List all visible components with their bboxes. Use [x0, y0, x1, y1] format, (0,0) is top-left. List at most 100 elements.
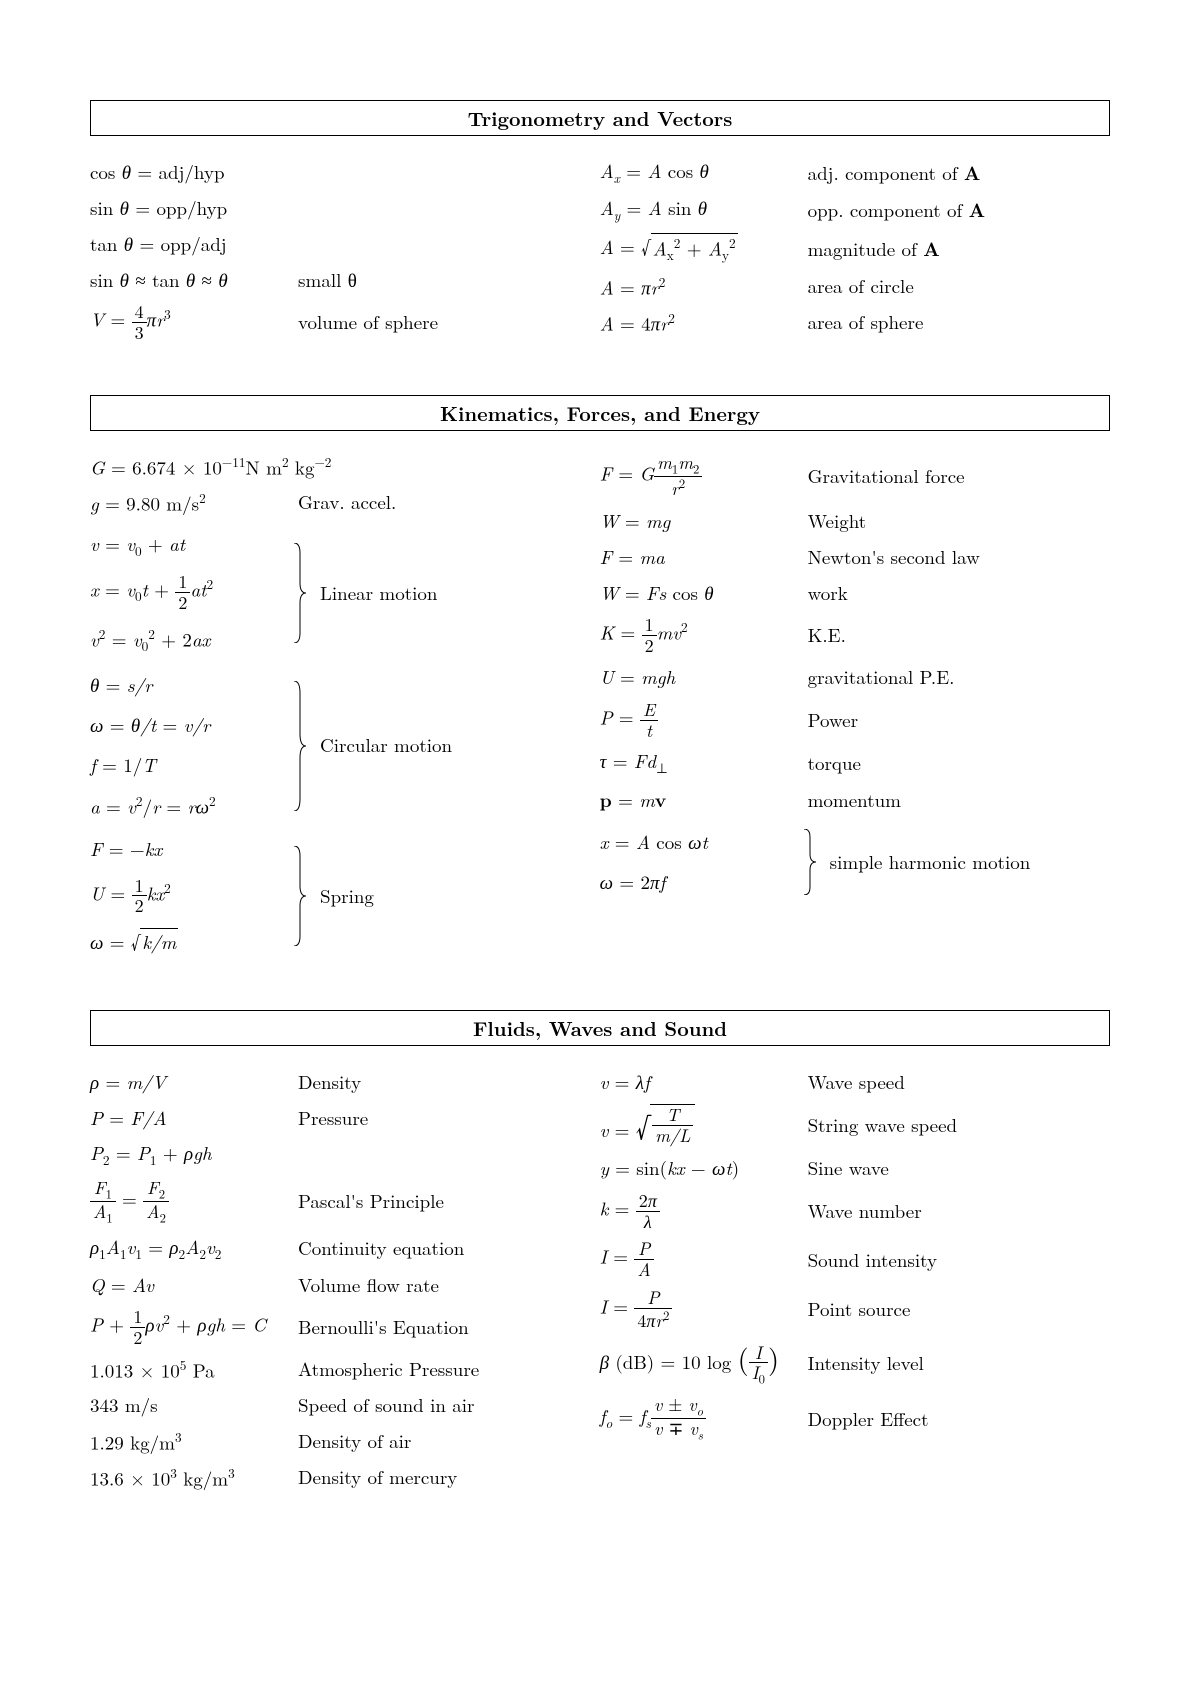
- formula: cos θ = adj/hyp: [90, 159, 290, 186]
- formula-row: τ = Fd⊥torque: [600, 748, 1110, 777]
- formula-row: P = EtPower: [600, 700, 1110, 741]
- fluids-col-right: v = λfWave speed v = √Tm/LString wave sp…: [600, 1060, 1110, 1500]
- section-trig: Trigonometry and Vectors cos θ = adj/hyp…: [90, 100, 1110, 351]
- trig-col-left: cos θ = adj/hyp sin θ = opp/hyp tan θ = …: [90, 150, 580, 351]
- formula-row: ω = θ/t = v/r: [90, 712, 290, 740]
- formula-row: U = 12kx2: [90, 876, 290, 917]
- formula: tan θ = opp/adj: [90, 231, 290, 258]
- formula-row: x = A cos ωt: [600, 828, 800, 856]
- formula-row: x = v0t + 12at2: [90, 572, 290, 613]
- formula: Q = Av: [90, 1272, 290, 1299]
- formula-row: β (dB) = 10 log (II0)Intensity level: [600, 1339, 1110, 1387]
- formula-row: sin θ ≈ tan θ ≈ θsmall θ: [90, 266, 580, 294]
- formula: 1.013 × 105 Pa: [90, 1356, 290, 1384]
- formula-row: A = πr2area of circle: [600, 273, 1110, 301]
- desc: Density of mercury: [290, 1464, 457, 1491]
- formula: ω = θ/t = v/r: [90, 712, 290, 739]
- formula: x = A cos ωt: [600, 829, 800, 856]
- brace-icon: [800, 829, 822, 895]
- formula-row: I = PASound intensity: [600, 1239, 1110, 1280]
- formula: ρ1A1v1 = ρ2A2v2: [90, 1234, 290, 1263]
- formula: a = v2/r = rω2: [90, 792, 290, 820]
- formula-row: U = mghgravitational P.E.: [600, 664, 1110, 692]
- desc: Bernoulli's Equation: [290, 1314, 469, 1341]
- formula: 1.29 kg/m3: [90, 1428, 290, 1456]
- formula: f = 1/T: [90, 752, 290, 779]
- formula: p = mv: [600, 786, 800, 814]
- desc: Gravitational force: [800, 463, 965, 490]
- formula: v = √Tm/L: [600, 1104, 800, 1147]
- formula: V = 43πr3: [90, 302, 290, 343]
- desc: Volume flow rate: [290, 1272, 439, 1299]
- kin-col-right: F = Gm1m2r2Gravitational force W = mgWei…: [600, 445, 1110, 967]
- formula: β (dB) = 10 log (II0): [600, 1339, 800, 1387]
- formula-row: I = P4πr2Point source: [600, 1288, 1110, 1331]
- fluids-columns: ρ = m/VDensity P = F/APressure P2 = P1 +…: [90, 1060, 1110, 1500]
- formula-row: W = Fs cos θwork: [600, 579, 1110, 607]
- formula: I = PA: [600, 1239, 800, 1280]
- formula: W = Fs cos θ: [600, 580, 800, 607]
- formula-row: y = sin(kx − ωt)Sine wave: [600, 1155, 1110, 1183]
- desc: Wave number: [800, 1198, 922, 1225]
- section-fluids: Fluids, Waves and Sound ρ = m/VDensity P…: [90, 1010, 1110, 1500]
- kin-col-left: G = 6.674 × 10−11N m2 kg−2 g = 9.80 m/s2…: [90, 445, 580, 967]
- formula-row: Ax = A cos θadj. component of A: [600, 158, 1110, 187]
- desc: work: [800, 580, 848, 607]
- desc: Sine wave: [800, 1155, 889, 1182]
- formula-row: K = 12mv2K.E.: [600, 615, 1110, 656]
- desc: Linear motion: [312, 580, 438, 607]
- desc: Power: [800, 707, 858, 734]
- desc: torque: [800, 750, 861, 777]
- formula-row: a = v2/r = rω2: [90, 792, 290, 820]
- desc: simple harmonic motion: [822, 849, 1031, 876]
- formula-row: F = Gm1m2r2Gravitational force: [600, 453, 1110, 499]
- group-shm: x = A cos ωt ω = 2πf simple harmonic mot…: [600, 822, 1110, 902]
- formula: k = 2πλ: [600, 1191, 800, 1232]
- formula: K = 12mv2: [600, 615, 800, 656]
- formula-row: fo = fsv ± vov ∓ vsDoppler Effect: [600, 1395, 1110, 1443]
- desc: Circular motion: [312, 732, 452, 759]
- formula-row: v = λfWave speed: [600, 1068, 1110, 1096]
- formula: A = √Ax2 + Ay2: [600, 233, 800, 265]
- desc: volume of sphere: [290, 309, 438, 336]
- formula: sin θ = opp/hyp: [90, 195, 290, 222]
- formula: v2 = v02 + 2ax: [90, 625, 290, 656]
- desc: opp. component of A: [800, 196, 986, 224]
- formula: P2 = P1 + ρgh: [90, 1140, 290, 1169]
- desc: adj. component of A: [800, 159, 981, 187]
- formula: x = v0t + 12at2: [90, 572, 290, 613]
- brace-icon: [290, 846, 312, 946]
- formula: ρ = m/V: [90, 1069, 290, 1096]
- formula: P + 12ρv2 + ρgh = C: [90, 1307, 290, 1348]
- formula: F = ma: [600, 544, 800, 571]
- formula: θ = s/r: [90, 672, 290, 699]
- formula-row: W = mgWeight: [600, 507, 1110, 535]
- kin-columns: G = 6.674 × 10−11N m2 kg−2 g = 9.80 m/s2…: [90, 445, 1110, 967]
- formula: v = v0 + at: [90, 531, 290, 560]
- desc: magnitude of A: [800, 235, 940, 263]
- formula-row: G = 6.674 × 10−11N m2 kg−2: [90, 453, 580, 481]
- formula: P = Et: [600, 700, 800, 741]
- desc: gravitational P.E.: [800, 664, 955, 691]
- formula-row: F = maNewton's second law: [600, 543, 1110, 571]
- desc: area of circle: [800, 273, 914, 300]
- formula-row: P2 = P1 + ρgh: [90, 1140, 580, 1169]
- formula-row: 1.29 kg/m3Density of air: [90, 1428, 580, 1456]
- formula: U = 12kx2: [90, 876, 290, 917]
- desc: Speed of sound in air: [290, 1392, 474, 1419]
- formula-row: g = 9.80 m/s2Grav. accel.: [90, 489, 580, 517]
- formula: sin θ ≈ tan θ ≈ θ: [90, 267, 290, 294]
- formula-row: v = v0 + at: [90, 531, 290, 560]
- formula-row: 343 m/sSpeed of sound in air: [90, 1392, 580, 1420]
- formula: v = λf: [600, 1069, 800, 1096]
- formula-row: P + 12ρv2 + ρgh = CBernoulli's Equation: [90, 1307, 580, 1348]
- trig-columns: cos θ = adj/hyp sin θ = opp/hyp tan θ = …: [90, 150, 1110, 351]
- formula-row: cos θ = adj/hyp: [90, 158, 580, 186]
- formula: W = mg: [600, 508, 800, 535]
- desc: Pascal's Principle: [290, 1188, 444, 1215]
- group-spring: F = −kx U = 12kx2 ω = √k/m Spring: [90, 830, 580, 963]
- formula: P = F/A: [90, 1105, 290, 1132]
- desc: momentum: [800, 787, 901, 814]
- desc: Wave speed: [800, 1069, 905, 1096]
- brace-icon: [290, 681, 312, 811]
